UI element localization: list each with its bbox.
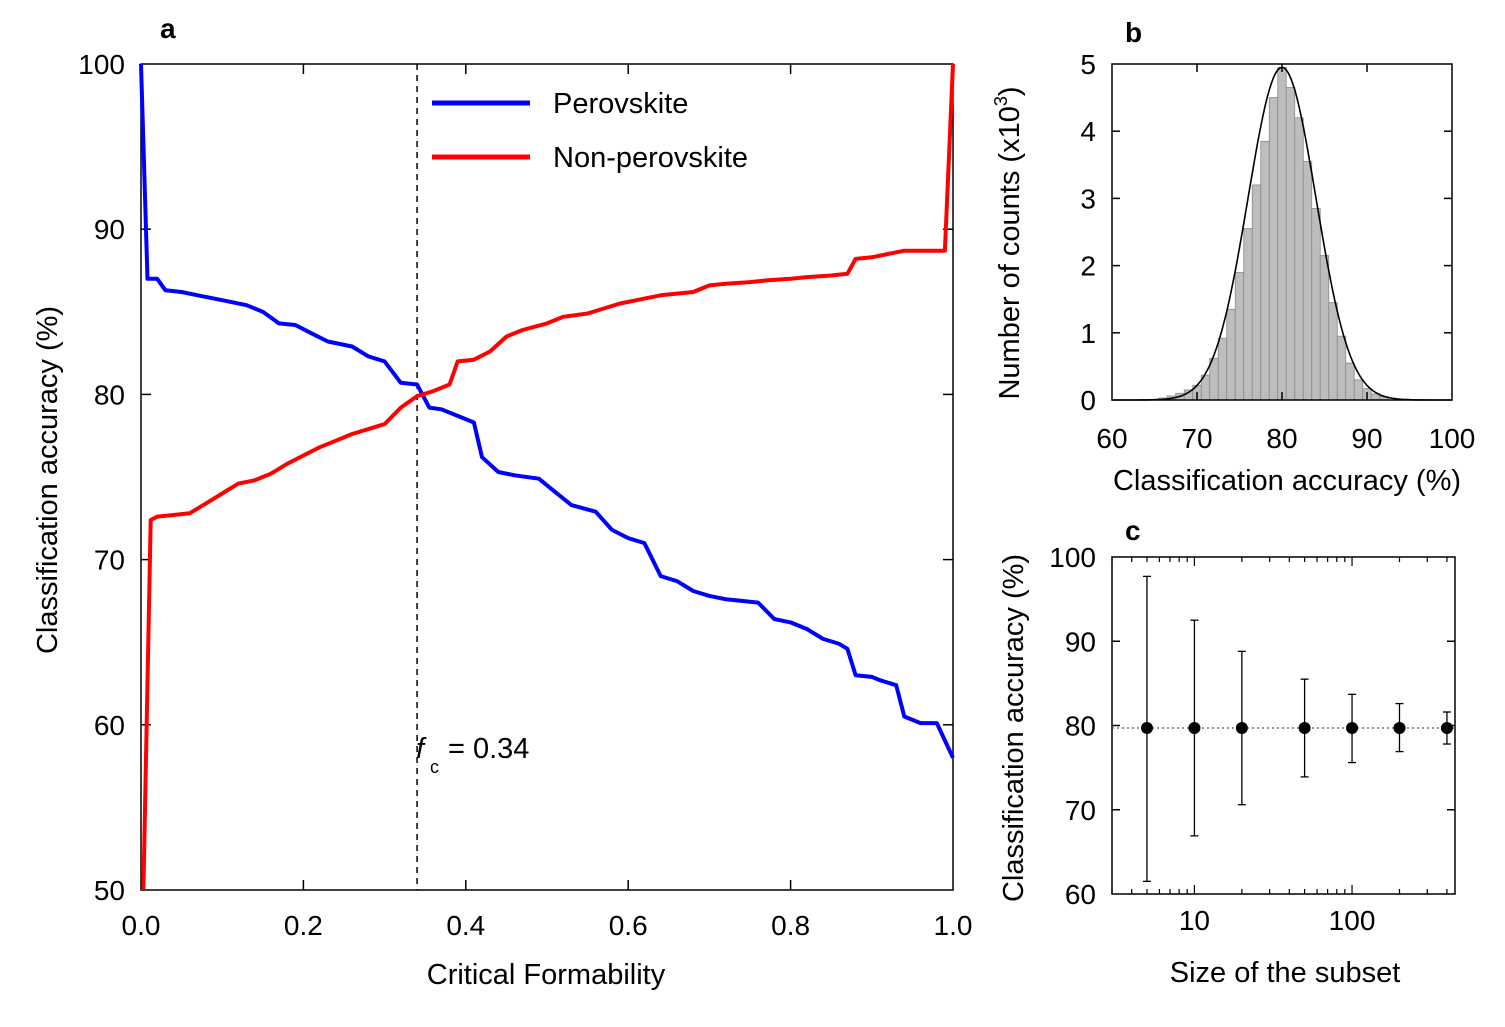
series-line-perovskite: [139, 63, 955, 759]
histogram-bar: [1328, 302, 1338, 401]
histogram-bar: [1345, 362, 1355, 401]
y-tick-label: 80: [1065, 711, 1096, 742]
panel-b-histogram: [1158, 66, 1389, 401]
histogram-bar: [1294, 117, 1304, 401]
data-point: [1188, 722, 1201, 735]
legend-label-non-perovskite: Non-perovskite: [553, 142, 748, 174]
histogram-bar: [1285, 87, 1296, 401]
y-tick-label: 2: [1080, 251, 1096, 282]
y-tick-label: 90: [94, 214, 125, 245]
panel-b-y-label-close: ): [994, 86, 1026, 96]
panel-c-points: [1140, 575, 1453, 883]
panel-b-y-label-main: Number of counts (x10: [994, 106, 1026, 399]
panel-b-y-label-superscript: 3: [991, 96, 1011, 106]
histogram-bar: [1243, 228, 1253, 401]
panel-c-x-label: Size of the subset: [1170, 957, 1401, 989]
y-tick-label: 100: [78, 49, 125, 80]
panel-c-x-ticks: 10 100: [1111, 557, 1448, 936]
panel-b-label: b: [1125, 17, 1142, 48]
data-point: [1140, 722, 1153, 735]
x-tick-label: 80: [1266, 423, 1297, 454]
histogram-bar: [1353, 379, 1364, 401]
histogram-bar: [1336, 335, 1347, 401]
x-tick-label: 100: [1429, 423, 1476, 454]
y-tick-label: 3: [1080, 183, 1096, 214]
x-tick-label: 0.8: [771, 910, 810, 941]
panel-a-label: a: [160, 13, 176, 44]
y-tick-label: 4: [1080, 116, 1096, 147]
x-tick-label: 60: [1096, 423, 1127, 454]
histogram-bar: [1268, 97, 1279, 401]
x-tick-label: 100: [1329, 905, 1376, 936]
panel-a-x-label: Critical Formability: [427, 959, 666, 991]
y-tick-label: 60: [94, 710, 125, 741]
y-tick-label: 90: [1065, 626, 1096, 657]
panel-a-y-label: Classification accuracy (%): [32, 306, 64, 654]
y-tick-label: 100: [1049, 542, 1096, 573]
panel-c-y-ticks: 60 70 80 90 100: [1049, 542, 1455, 910]
legend-label-perovskite: Perovskite: [553, 88, 688, 120]
x-tick-label: 1.0: [934, 910, 973, 941]
x-tick-label: 0.4: [446, 910, 485, 941]
histogram-bar: [1277, 66, 1287, 401]
histogram-bar: [1217, 337, 1228, 401]
annotation-f: f: [416, 733, 427, 765]
data-point: [1393, 722, 1406, 735]
data-point: [1440, 722, 1453, 735]
y-tick-label: 60: [1065, 879, 1096, 910]
y-tick-label: 70: [1065, 795, 1096, 826]
y-tick-label: 50: [94, 875, 125, 906]
panel-a-legend: Perovskite Non-perovskite: [432, 88, 748, 174]
annotation-subscript: c: [430, 757, 439, 777]
x-tick-label: 0.2: [284, 910, 323, 941]
histogram-bar: [1260, 140, 1270, 401]
panel-a-frame: [140, 63, 954, 891]
histogram-bar: [1319, 255, 1330, 401]
y-tick-label: 1: [1080, 318, 1096, 349]
x-tick-label: 70: [1181, 423, 1212, 454]
y-tick-label: 0: [1080, 385, 1096, 416]
annotation-value: = 0.34: [448, 733, 529, 765]
histogram-bar: [1209, 357, 1219, 401]
panel-c: c 10 100 60 70 80 90 100 Size of the subset C…: [998, 515, 1456, 989]
y-tick-label: 70: [94, 545, 125, 576]
data-point: [1346, 722, 1359, 735]
panel-b: b 60 70 80 90 100 0 1 2 3 4 5 Classification accu…: [991, 17, 1475, 497]
panel-c-label: c: [1125, 515, 1141, 546]
x-tick-label: 0.6: [609, 910, 648, 941]
panel-b-x-label: Classification accuracy (%): [1113, 465, 1461, 497]
y-tick-label: 5: [1080, 49, 1096, 80]
critical-formability-annotation: f c = 0.34: [416, 733, 529, 777]
panel-b-x-ticks: 60 70 80 90 100: [1096, 64, 1475, 454]
histogram-bar: [1302, 161, 1313, 401]
panel-a-y-ticks: 50 60 70 80 90 100: [78, 49, 953, 906]
histogram-bar: [1226, 308, 1236, 401]
histogram-bar: [1251, 184, 1262, 401]
y-tick-label: 80: [94, 379, 125, 410]
series-line-non-perovskite: [141, 63, 955, 891]
data-point: [1298, 722, 1311, 735]
x-tick-label: 0.0: [122, 910, 161, 941]
data-point: [1235, 722, 1248, 735]
panel-a: a 0.0 0.2 0.4 0.6 0.8 1.0 50 60 70 80 90 100 Perov…: [32, 13, 972, 991]
panel-c-y-label: Classification accuracy (%): [998, 554, 1030, 902]
panel-b-y-ticks: 0 1 2 3 4 5: [1080, 49, 1452, 416]
histogram-bar: [1311, 208, 1321, 401]
panel-b-y-label: Number of counts (x103): [991, 86, 1026, 399]
panel-a-x-ticks: 0.0 0.2 0.4 0.6 0.8 1.0: [122, 64, 973, 941]
x-tick-label: 10: [1179, 905, 1210, 936]
x-tick-label: 90: [1351, 423, 1382, 454]
panel-a-series: [139, 63, 955, 891]
histogram-bar: [1234, 271, 1245, 401]
